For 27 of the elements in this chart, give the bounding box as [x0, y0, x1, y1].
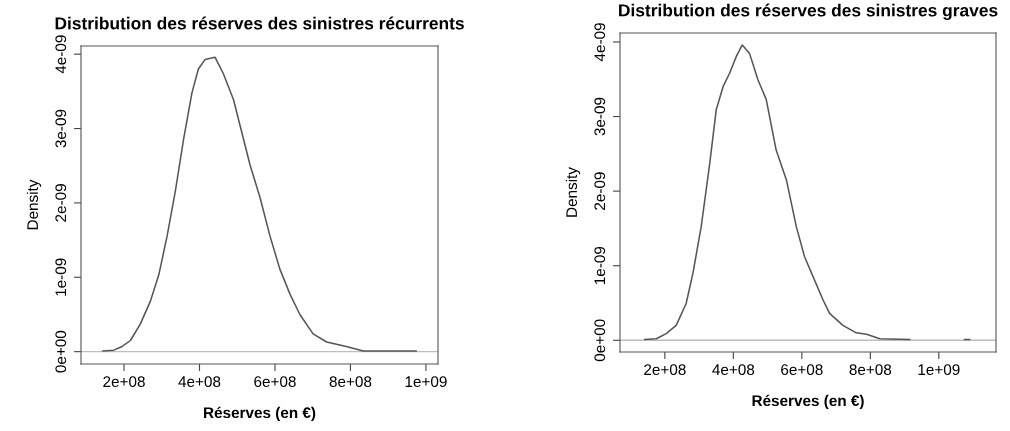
y-axis-title: Density [26, 179, 42, 230]
x-axis-title: Réserves (en €) [204, 406, 316, 422]
x-tick-label: 8e+08 [329, 376, 372, 388]
x-tick-label: 4e+08 [712, 364, 755, 376]
y-tick-label: 3e-09 [55, 109, 67, 148]
x-tick-label: 4e+08 [178, 376, 221, 388]
y-tick-label: 2e-09 [55, 184, 67, 222]
chart-title: Distribution des réserves des sinistres récurrents [55, 16, 464, 30]
x-tick-label: 6e+08 [781, 364, 823, 376]
line-series [102, 56, 417, 352]
y-tick-label: 4e-09 [594, 23, 606, 62]
x-axis-title: Réserves (en €) [752, 394, 864, 410]
y-tick-label: 0e+00 [55, 330, 67, 373]
y-tick-label: 1e-09 [55, 258, 67, 296]
x-tick-label: 1e+09 [918, 364, 960, 376]
y-tick-label: 3e-09 [594, 97, 606, 136]
y-tick-label: 4e-09 [55, 35, 67, 74]
x-tick-label: 1e+09 [405, 376, 447, 388]
chart-title: Distribution des réserves des sinistres graves [619, 3, 998, 21]
y-tick-label: 2e-09 [594, 172, 606, 210]
x-tick-label: 2e+08 [644, 364, 686, 376]
x-tick-label: 8e+08 [849, 364, 892, 376]
y-tick-label: 0e+00 [594, 319, 606, 362]
y-axis-title: Density [565, 167, 581, 217]
y-tick-label: 1e-09 [594, 246, 606, 285]
x-tick-label: 2e+08 [103, 376, 145, 388]
x-tick-label: 6e+08 [254, 376, 296, 388]
